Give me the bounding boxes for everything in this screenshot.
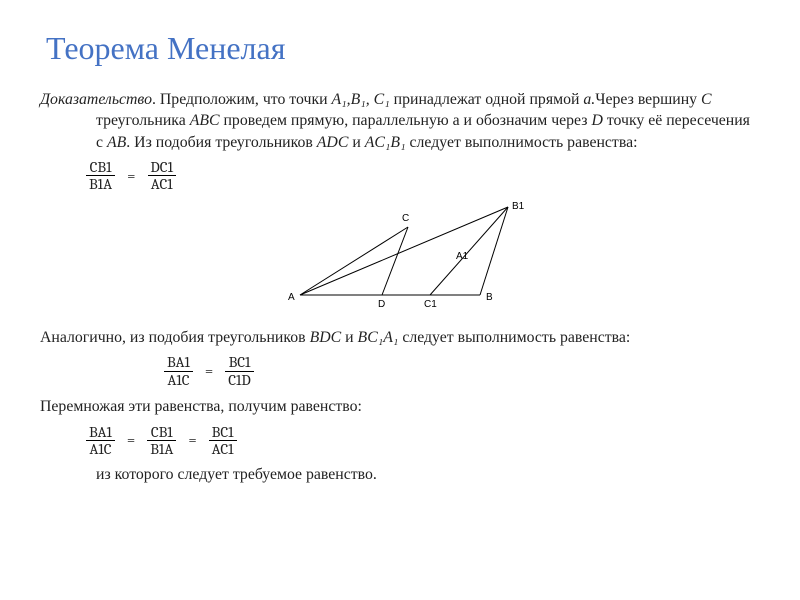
- svg-text:D: D: [378, 299, 385, 310]
- svg-text:B1: B1: [512, 201, 525, 212]
- numerator: CB1: [87, 159, 115, 176]
- text: проведем прямую, параллельную a и обозна…: [220, 112, 592, 129]
- denominator: A1C: [164, 371, 192, 389]
- fraction: DC1 AC1: [147, 159, 176, 193]
- text: . Из подобия треугольников: [126, 134, 317, 151]
- numerator: BC1: [209, 424, 237, 441]
- triangle-diagram: A B B1 C A1 D C1: [40, 197, 760, 317]
- triangle-abc: ABC: [190, 112, 220, 129]
- slide-title: Теорема Менелая: [46, 30, 760, 67]
- numerator: DC1: [147, 159, 176, 176]
- denominator: B1A: [147, 440, 176, 458]
- triangle-bc1a1: BC₁A₁: [358, 329, 399, 346]
- diagram-svg: A B B1 C A1 D C1: [270, 197, 530, 317]
- fraction: CB1 B1A: [86, 159, 115, 193]
- denominator: C1D: [225, 371, 254, 389]
- numerator: CB1: [148, 424, 176, 441]
- fraction: BC1 AC1: [209, 424, 237, 458]
- numerator: BA1: [164, 354, 193, 371]
- equals-sign: =: [201, 361, 217, 381]
- text: Аналогично, из подобия треугольников: [40, 329, 310, 346]
- equals-sign: =: [123, 430, 139, 450]
- numerator: BC1: [226, 354, 254, 371]
- proof-paragraph-1: Доказательство. Предположим, что точки A…: [40, 89, 760, 153]
- triangle-adc: ADC: [317, 134, 349, 151]
- slide: Теорема Менелая Доказательство. Предполо…: [0, 0, 800, 600]
- formula-3: BA1 A1C = CB1 B1A = BC1 AC1: [86, 424, 760, 458]
- text: треугольника: [96, 112, 190, 129]
- text: и: [348, 134, 364, 151]
- formula-2-row: BA1 A1C = BC1 C1D: [40, 354, 760, 388]
- svg-text:B: B: [486, 292, 493, 303]
- segment-ab: AB: [107, 134, 126, 151]
- denominator: A1C: [86, 440, 114, 458]
- svg-text:A1: A1: [456, 251, 469, 262]
- numerator: BA1: [86, 424, 115, 441]
- proof-paragraph-2: Аналогично, из подобия треугольников BDC…: [40, 327, 760, 348]
- proof-label: Доказательство: [40, 91, 152, 108]
- text: и: [341, 329, 357, 346]
- triangle-bdc: BDC: [310, 329, 342, 346]
- text: следует выполнимость равенства:: [398, 329, 630, 346]
- denominator: AC1: [148, 175, 176, 193]
- text: Через вершину: [595, 91, 701, 108]
- vertex-c: C: [701, 91, 712, 108]
- proof-paragraph-3: Перемножая эти равенства, получим равенс…: [40, 396, 760, 417]
- fraction: BA1 A1C: [164, 354, 193, 388]
- triangle-ac1b1: AC₁B₁: [365, 134, 406, 151]
- svg-text:A: A: [288, 292, 295, 303]
- formula-2: BA1 A1C = BC1 C1D: [164, 354, 254, 388]
- denominator: B1A: [86, 175, 115, 193]
- point-d: D: [591, 112, 602, 129]
- formula-1: CB1 B1A = DC1 AC1: [86, 159, 760, 193]
- svg-text:C: C: [402, 213, 409, 224]
- fraction: BA1 A1C: [86, 424, 115, 458]
- equals-sign: =: [184, 430, 200, 450]
- equals-sign: =: [123, 166, 139, 186]
- points-a1b1c1: A₁,B₁, C₁: [332, 91, 390, 108]
- line-a: a.: [583, 91, 595, 108]
- text: принадлежат одной прямой: [390, 91, 584, 108]
- slide-body: Доказательство. Предположим, что точки A…: [40, 89, 760, 485]
- fraction: CB1 B1A: [147, 424, 176, 458]
- fraction: BC1 C1D: [225, 354, 254, 388]
- text: следует выполнимость равенства:: [406, 134, 638, 151]
- denominator: AC1: [209, 440, 237, 458]
- text: . Предположим, что точки: [152, 91, 332, 108]
- svg-text:C1: C1: [424, 299, 437, 310]
- proof-paragraph-4: из которого следует требуемое равенство.: [40, 464, 760, 485]
